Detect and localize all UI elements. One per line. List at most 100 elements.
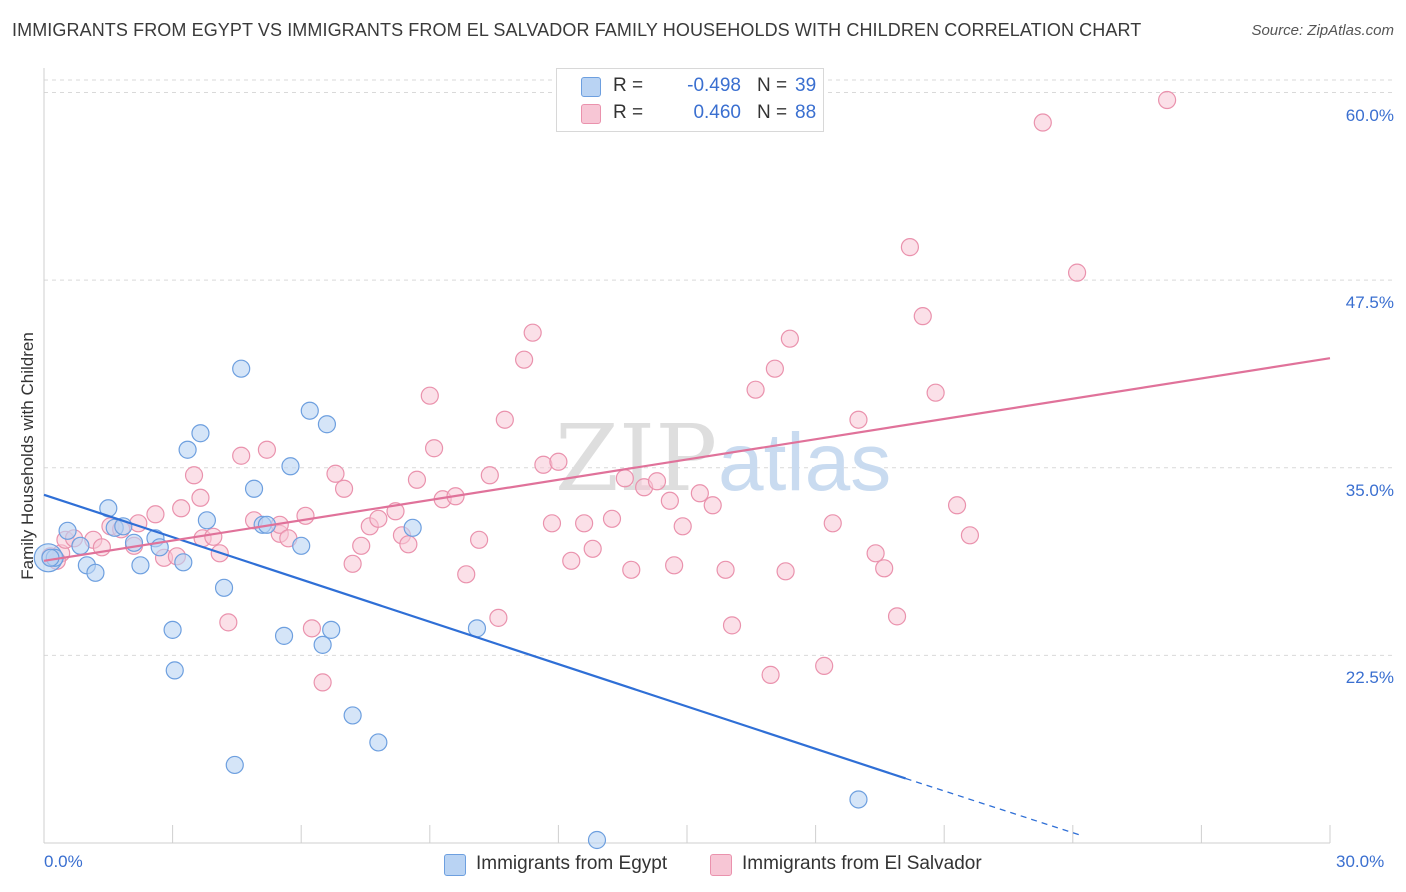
salvador-point-83 — [960, 526, 980, 545]
salvador-point-79 — [900, 238, 920, 257]
salvador-point-44 — [469, 530, 489, 549]
salvador-point-54 — [575, 514, 594, 533]
egypt-point-15 — [174, 553, 193, 572]
legend-n-label-salvador: N = — [757, 102, 788, 123]
series-legend-label-egypt: Immigrants from Egypt — [476, 853, 668, 874]
salvador-point-46 — [489, 608, 508, 627]
salvador-point-31 — [343, 554, 362, 573]
salvador-point-15 — [191, 488, 210, 507]
salvador-point-53 — [562, 551, 581, 570]
series-legend-label-salvador: Immigrants from El Salvador — [742, 853, 982, 874]
egypt-point-21 — [232, 359, 251, 378]
salvador-point-56 — [602, 509, 622, 528]
egypt-point-33 — [369, 733, 388, 752]
salvador-point-28 — [313, 673, 332, 692]
salvador-point-61 — [660, 491, 679, 510]
series-legend-swatch-salvador — [710, 854, 732, 876]
egypt-point-13 — [163, 620, 182, 639]
salvador-point-81 — [926, 383, 945, 402]
series-legend-swatch-egypt — [444, 854, 466, 876]
salvador-point-86 — [1158, 90, 1177, 110]
salvador-point-30 — [334, 479, 354, 498]
egypt-point-31 — [322, 620, 341, 639]
salvador-point-38 — [407, 470, 427, 489]
egypt-point-20 — [225, 755, 244, 775]
legend-r-value-egypt: -0.498 — [687, 75, 741, 96]
axes — [43, 68, 1331, 844]
y-tick-label-0: 22.5% — [1345, 668, 1394, 688]
salvador-point-39 — [420, 386, 439, 405]
salvador-point-52 — [549, 452, 568, 471]
salvador-point-60 — [647, 472, 667, 491]
egypt-point-18 — [197, 511, 216, 530]
salvador-point-10 — [146, 505, 165, 524]
egypt-trendline-extension — [905, 777, 1082, 837]
salvador-point-71 — [776, 562, 795, 581]
salvador-point-40 — [424, 439, 444, 458]
legend-n-value-egypt: 39 — [795, 75, 817, 96]
egypt-point-17 — [191, 424, 210, 443]
egypt-point-9 — [124, 533, 144, 552]
egypt-point-16 — [178, 440, 197, 459]
salvador-trendline — [43, 357, 1331, 562]
salvador-point-75 — [849, 410, 868, 429]
legend-swatch-egypt — [581, 77, 601, 97]
legend-r-value-salvador: 0.460 — [693, 102, 741, 123]
salvador-points — [41, 90, 1177, 692]
salvador-point-50 — [534, 455, 553, 474]
egypt-point-3 — [71, 536, 90, 555]
y-tick-label-2: 47.5% — [1345, 293, 1394, 313]
salvador-point-57 — [615, 469, 634, 488]
source-label: Source: ZipAtlas.com — [1251, 22, 1394, 39]
egypt-point-29 — [313, 635, 332, 654]
egypt-point-26 — [281, 457, 300, 476]
salvador-point-80 — [913, 307, 932, 326]
x-tick-label-min: 0.0% — [44, 852, 83, 871]
salvador-point-17 — [204, 527, 223, 546]
egypt-point-27 — [292, 536, 311, 555]
series-legend: Immigrants from Egypt Immigrants from El… — [0, 852, 1406, 878]
salvador-point-84 — [1033, 113, 1052, 132]
salvador-point-49 — [523, 323, 542, 342]
correlation-legend: R = -0.498 N = 39 R = 0.460 N = 88 — [556, 68, 824, 132]
egypt-point-25 — [274, 626, 294, 645]
salvador-point-45 — [480, 466, 499, 485]
egypt-point-2 — [58, 521, 77, 540]
salvador-point-68 — [746, 380, 765, 399]
salvador-point-85 — [1067, 263, 1087, 282]
chart-title: IMMIGRANTS FROM EGYPT VS IMMIGRANTS FROM… — [12, 20, 1142, 40]
salvador-point-65 — [703, 496, 722, 515]
salvador-point-34 — [369, 509, 388, 528]
egypt-point-19 — [214, 578, 234, 597]
salvador-point-32 — [352, 536, 371, 555]
egypt-point-32 — [343, 706, 362, 725]
salvador-point-58 — [622, 560, 641, 579]
egypt-point-10 — [131, 556, 150, 575]
legend-n-label-egypt: N = — [757, 75, 788, 96]
salvador-point-66 — [716, 560, 735, 579]
salvador-point-73 — [815, 656, 834, 675]
salvador-point-77 — [875, 559, 894, 578]
salvador-point-20 — [232, 446, 251, 465]
salvador-point-70 — [765, 359, 784, 378]
egypt-point-30 — [317, 415, 337, 434]
salvador-point-51 — [542, 514, 562, 533]
salvador-point-78 — [887, 607, 907, 626]
salvador-point-13 — [172, 499, 191, 518]
salvador-point-55 — [583, 539, 602, 558]
legend-swatch-salvador — [581, 104, 601, 124]
egypt-point-14 — [165, 661, 184, 680]
salvador-point-72 — [780, 329, 799, 348]
legend-n-value-salvador: 88 — [795, 102, 817, 123]
legend-r-label-egypt: R = — [613, 75, 644, 96]
salvador-point-22 — [257, 440, 277, 459]
egypt-point-34 — [403, 518, 422, 537]
egypt-point-28 — [300, 401, 319, 420]
y-tick-label-1: 35.0% — [1345, 480, 1394, 500]
egypt-point-36 — [587, 830, 607, 850]
salvador-point-64 — [690, 484, 709, 503]
salvador-point-47 — [495, 410, 514, 429]
egypt-point-37 — [849, 790, 868, 809]
salvador-point-14 — [184, 466, 204, 485]
